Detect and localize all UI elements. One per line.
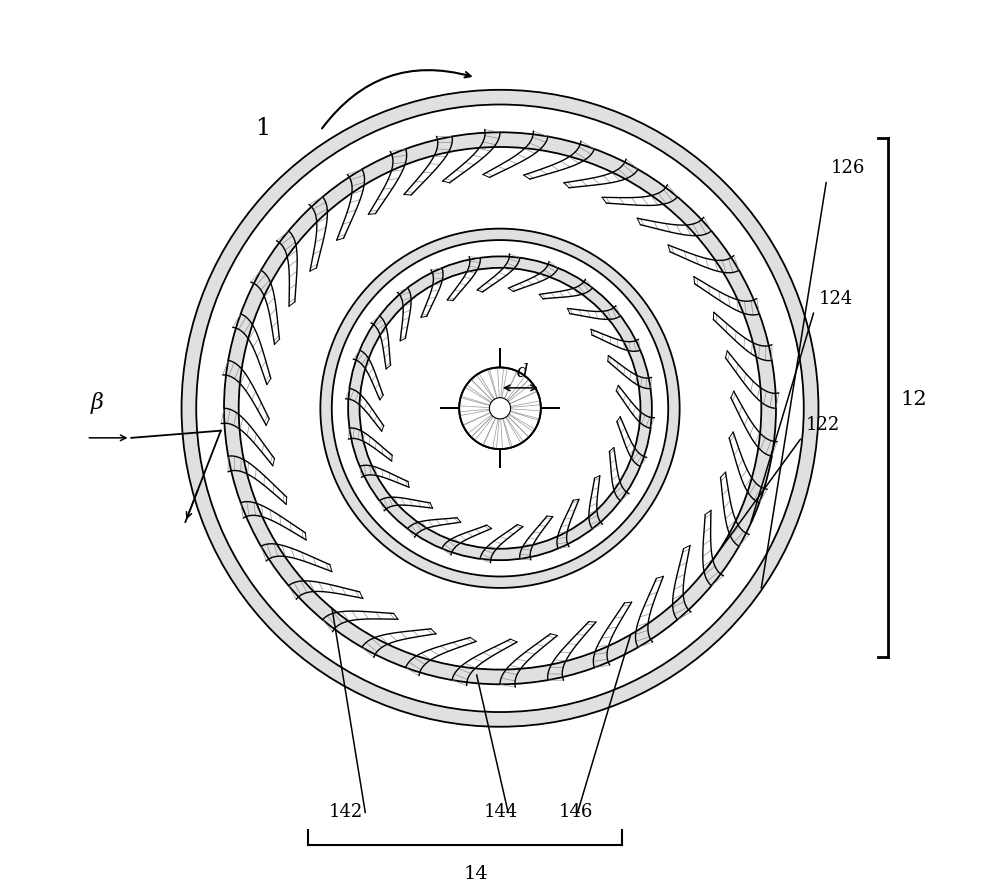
Polygon shape: [196, 104, 804, 712]
Text: d: d: [516, 363, 528, 381]
Text: 1: 1: [255, 117, 270, 140]
Text: 122: 122: [806, 416, 840, 434]
Polygon shape: [332, 240, 668, 576]
Text: 142: 142: [329, 803, 363, 820]
Text: 14: 14: [463, 865, 488, 883]
Polygon shape: [320, 229, 680, 588]
Text: 144: 144: [484, 803, 518, 820]
Polygon shape: [224, 133, 776, 684]
Polygon shape: [182, 90, 818, 727]
Polygon shape: [182, 90, 818, 727]
Circle shape: [360, 268, 640, 549]
Text: 126: 126: [831, 159, 865, 177]
Text: 146: 146: [559, 803, 593, 820]
Text: 124: 124: [818, 290, 853, 308]
Circle shape: [459, 368, 541, 449]
Polygon shape: [348, 256, 652, 560]
Text: 12: 12: [900, 391, 927, 409]
Circle shape: [489, 398, 511, 419]
Polygon shape: [239, 147, 761, 669]
Text: β: β: [90, 392, 103, 415]
